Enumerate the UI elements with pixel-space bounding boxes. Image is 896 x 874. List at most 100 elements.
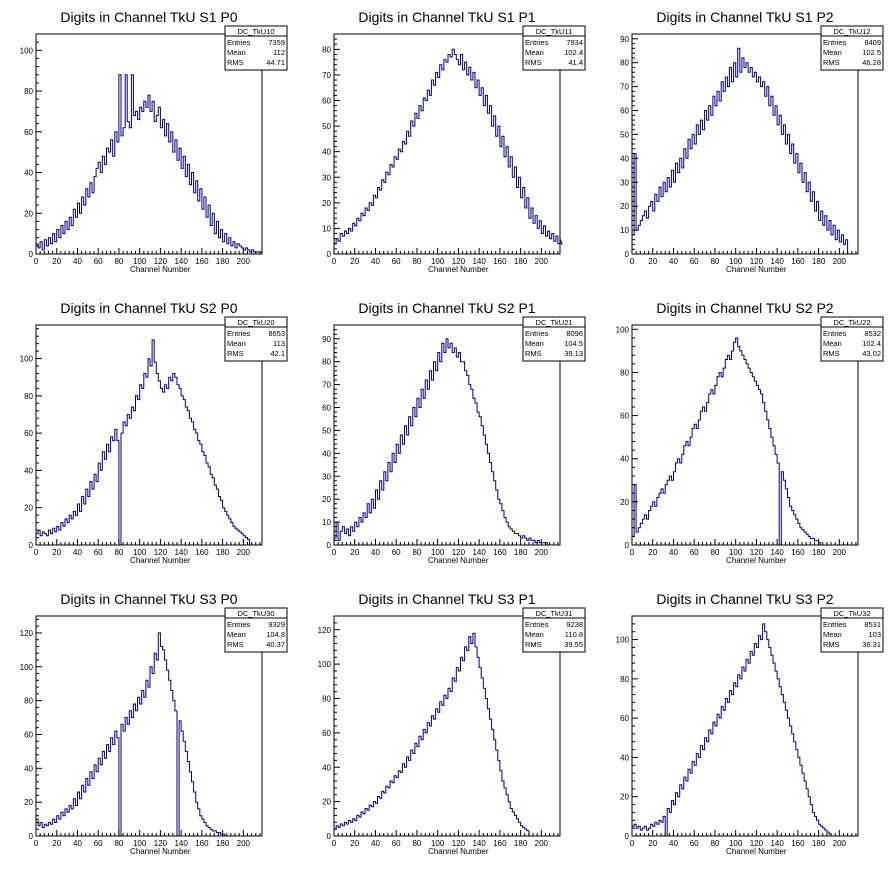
x-tick-label: 200 — [833, 257, 847, 266]
x-tick-label: 200 — [237, 257, 251, 266]
y-tick-label: 60 — [620, 412, 629, 421]
x-tick-label: 20 — [350, 548, 359, 557]
x-tick-label: 100 — [431, 548, 445, 557]
stats-label: RMS — [823, 349, 840, 358]
stats-value: 102.5 — [862, 48, 881, 57]
x-tick-label: 120 — [154, 257, 168, 266]
stats-value: 103 — [868, 630, 881, 639]
stats-box-frame — [820, 607, 884, 653]
x-tick-label: 160 — [493, 839, 507, 848]
x-tick-label: 60 — [94, 257, 103, 266]
y-tick-label: 60 — [620, 107, 629, 116]
stats-value: 40.37 — [266, 640, 285, 649]
x-tick-label: 160 — [195, 257, 209, 266]
x-tick-label: 180 — [216, 839, 230, 848]
x-axis-label: Channel Number — [130, 265, 191, 274]
chart-title: Digits in Channel TkU S2 P2 — [656, 300, 833, 316]
stats-box-frame — [224, 607, 288, 653]
stats-box-frame — [522, 25, 586, 71]
x-tick-label: 80 — [710, 839, 719, 848]
x-tick-label: 140 — [770, 548, 784, 557]
histogram-series — [35, 632, 226, 837]
y-tick-label: 0 — [625, 250, 630, 259]
y-tick-label: 80 — [322, 358, 331, 367]
y-tick-label: 80 — [24, 87, 33, 96]
y-tick-label: 80 — [322, 45, 331, 54]
y-tick-label: 50 — [322, 426, 331, 435]
x-tick-label: 120 — [452, 257, 466, 266]
x-tick-label: 20 — [350, 839, 359, 848]
y-tick-label: 10 — [322, 224, 331, 233]
x-tick-label: 100 — [729, 548, 743, 557]
stats-label: Entries — [525, 620, 549, 629]
x-tick-label: 100 — [133, 257, 147, 266]
x-axis-label: Channel Number — [726, 265, 787, 274]
x-tick-label: 120 — [452, 548, 466, 557]
y-tick-label: 80 — [24, 697, 33, 706]
y-tick-label: 30 — [322, 472, 331, 481]
x-tick-label: 0 — [34, 257, 39, 266]
stats-value: 113 — [273, 339, 285, 348]
y-tick-label: 40 — [322, 449, 331, 458]
stats-box-frame — [522, 607, 586, 653]
x-tick-label: 200 — [535, 548, 549, 557]
y-tick-label: 70 — [322, 381, 331, 390]
y-tick-label: 100 — [20, 355, 34, 364]
histogram-panel-7: Digits in Channel TkU S3 P0 0 20 40 60 80 100 1… — [20, 591, 288, 856]
y-tick-label: 80 — [620, 368, 629, 377]
y-tick-label: 30 — [620, 178, 629, 187]
histogram-series — [333, 632, 530, 836]
x-tick-label: 80 — [710, 548, 719, 557]
y-tick-label: 0 — [29, 832, 34, 841]
y-tick-label: 60 — [24, 730, 33, 739]
y-tick-label: 40 — [24, 466, 33, 475]
y-tick-label: 20 — [322, 199, 331, 208]
x-tick-label: 160 — [195, 839, 209, 848]
stats-label: Entries — [823, 38, 847, 47]
stats-label: Entries — [525, 329, 549, 338]
x-tick-label: 200 — [833, 839, 847, 848]
x-tick-label: 180 — [216, 548, 230, 557]
y-tick-label: 40 — [620, 154, 629, 163]
stats-label: Mean — [227, 630, 246, 639]
y-tick-label: 60 — [24, 429, 33, 438]
stats-value: 8531 — [864, 620, 881, 629]
stats-value: 104.8 — [266, 630, 285, 639]
plot-frame — [35, 324, 263, 546]
x-tick-label: 60 — [690, 839, 699, 848]
stats-label: Mean — [227, 48, 246, 57]
histogram-series — [333, 48, 563, 254]
stats-box-frame — [522, 316, 586, 362]
y-tick-label: 0 — [29, 541, 34, 550]
x-axis-label: Channel Number — [428, 265, 489, 274]
x-tick-label: 60 — [392, 839, 401, 848]
stats-box-frame — [224, 316, 288, 362]
stats-value: 7359 — [268, 38, 285, 47]
stats-label: Mean — [525, 48, 544, 57]
y-tick-label: 80 — [322, 695, 331, 704]
x-tick-label: 140 — [770, 257, 784, 266]
histogram-series — [631, 47, 849, 254]
x-tick-label: 20 — [648, 548, 657, 557]
stats-box-frame — [820, 25, 884, 71]
stats-value: 9329 — [268, 620, 285, 629]
x-tick-label: 20 — [52, 839, 61, 848]
histogram-series — [333, 338, 549, 545]
stats-label: Entries — [823, 620, 847, 629]
x-tick-label: 20 — [52, 548, 61, 557]
stats-value: 7934 — [566, 38, 583, 47]
x-tick-label: 40 — [669, 548, 678, 557]
x-tick-label: 160 — [791, 257, 805, 266]
y-tick-label: 80 — [24, 392, 33, 401]
x-tick-label: 0 — [34, 548, 39, 557]
x-tick-label: 40 — [371, 548, 380, 557]
stats-box-frame — [224, 25, 288, 71]
stats-name: DC_TkU11 — [536, 27, 573, 36]
stats-name: DC_TkU30 — [237, 609, 274, 618]
x-tick-label: 140 — [472, 548, 486, 557]
x-axis-label: Channel Number — [130, 847, 191, 856]
chart-title: Digits in Channel TkU S2 P1 — [358, 300, 535, 316]
x-tick-label: 0 — [332, 548, 337, 557]
x-tick-label: 200 — [237, 548, 251, 557]
